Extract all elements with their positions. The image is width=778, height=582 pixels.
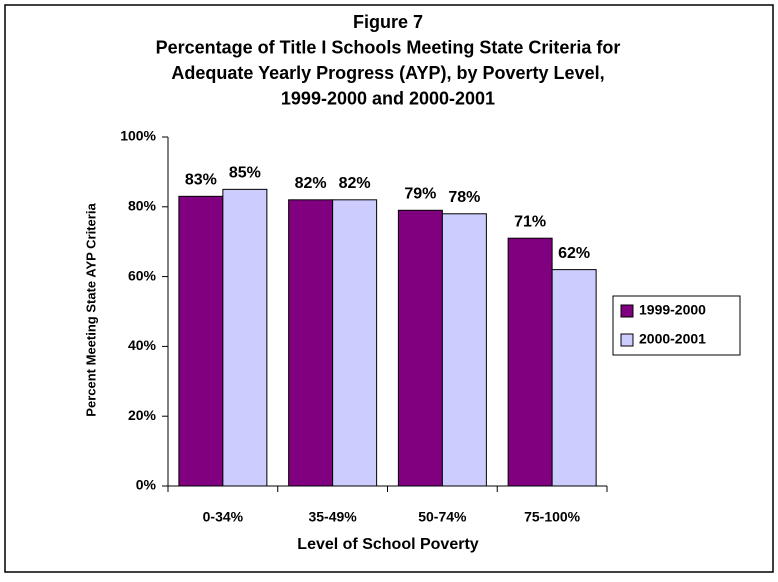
x-tick-label: 0-34%	[203, 509, 244, 525]
bar	[222, 188, 268, 487]
chart-title: Figure 7	[353, 12, 423, 32]
chart-border	[4, 4, 774, 573]
x-tick-label: 50-74%	[418, 509, 467, 525]
legend-label: 1999-2000	[639, 302, 706, 318]
y-tick-label: 20%	[128, 407, 157, 423]
y-tick-label: 100%	[120, 128, 156, 144]
legend-swatch	[620, 304, 634, 318]
chart-title: Percentage of Title I Schools Meeting St…	[156, 37, 621, 57]
x-tick-label: 35-49%	[308, 509, 357, 525]
bar	[507, 237, 553, 487]
bar	[288, 199, 334, 487]
x-axis-label: Level of School Poverty	[297, 536, 478, 553]
data-label: 85%	[229, 165, 261, 182]
bar	[178, 195, 224, 487]
data-label: 79%	[404, 186, 436, 203]
bar	[332, 199, 378, 487]
bar	[551, 269, 597, 487]
data-label: 71%	[514, 213, 546, 230]
y-axis-label: Percent Meeting State AYP Criteria	[83, 203, 98, 417]
data-label: 82%	[295, 175, 327, 192]
legend-box	[612, 295, 741, 356]
data-label: 82%	[339, 175, 371, 192]
legend-label: 2000-2001	[639, 331, 706, 347]
y-tick-label: 80%	[128, 198, 157, 214]
chart-title: 1999-2000 and 2000-2001	[281, 88, 495, 108]
y-tick-label: 40%	[128, 337, 157, 353]
data-label: 62%	[558, 245, 590, 262]
y-tick-label: 60%	[128, 267, 157, 283]
x-tick-label: 75-100%	[524, 509, 581, 525]
data-label: 78%	[448, 189, 480, 206]
chart-title: Adequate Yearly Progress (AYP), by Pover…	[171, 63, 604, 83]
data-label: 83%	[185, 172, 217, 189]
legend-swatch	[620, 333, 634, 347]
bar	[441, 213, 487, 487]
y-tick-label: 0%	[136, 477, 157, 493]
bar	[397, 209, 443, 487]
